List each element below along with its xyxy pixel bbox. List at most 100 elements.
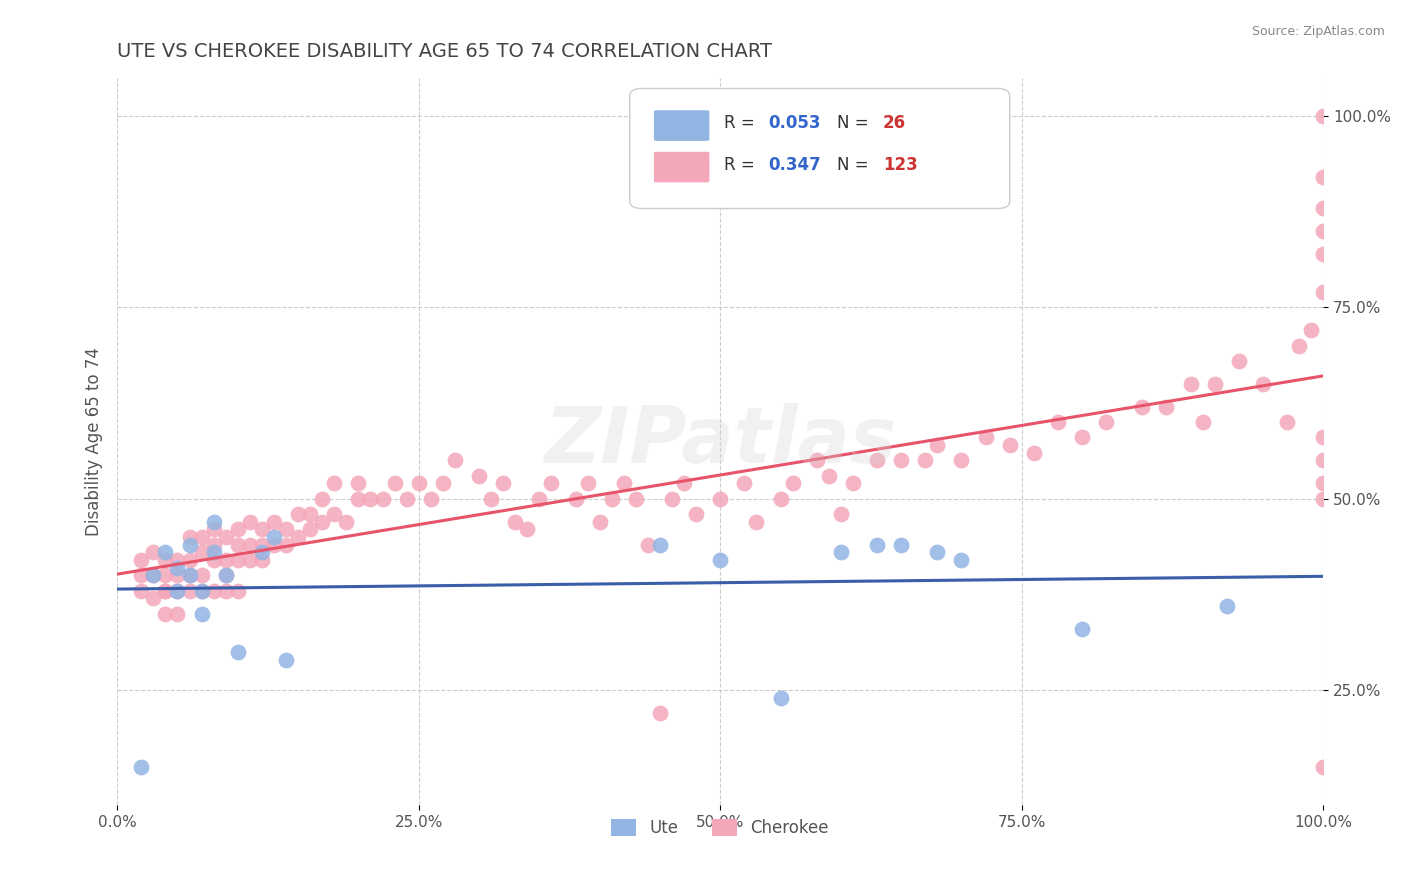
Point: [673, 476, 696, 491]
Point: [1312, 224, 1334, 238]
Point: [274, 538, 297, 552]
Point: [588, 515, 610, 529]
Point: [1312, 430, 1334, 444]
Point: [479, 491, 502, 506]
Text: 0.053: 0.053: [769, 114, 821, 132]
Point: [600, 491, 623, 506]
Text: 0.347: 0.347: [769, 156, 821, 174]
Point: [817, 468, 839, 483]
Text: N =: N =: [837, 114, 875, 132]
Point: [250, 522, 273, 536]
Point: [769, 491, 792, 506]
FancyBboxPatch shape: [654, 111, 710, 141]
Point: [263, 538, 285, 552]
Point: [202, 515, 225, 529]
Point: [190, 530, 212, 544]
Point: [190, 583, 212, 598]
Point: [745, 515, 768, 529]
Point: [927, 545, 949, 559]
Point: [371, 491, 394, 506]
Point: [648, 538, 671, 552]
Point: [142, 545, 165, 559]
Point: [830, 507, 852, 521]
Point: [866, 538, 889, 552]
Point: [927, 438, 949, 452]
Point: [166, 560, 188, 574]
Point: [408, 476, 430, 491]
Point: [226, 583, 249, 598]
Point: [142, 568, 165, 582]
Point: [299, 522, 322, 536]
Point: [842, 476, 865, 491]
Point: [166, 553, 188, 567]
Point: [155, 583, 177, 598]
Point: [179, 568, 201, 582]
Point: [190, 607, 212, 621]
Point: [155, 568, 177, 582]
Point: [419, 491, 441, 506]
Point: [215, 568, 238, 582]
Point: [1301, 323, 1323, 337]
Point: [540, 476, 562, 491]
Point: [1312, 476, 1334, 491]
Point: [709, 553, 731, 567]
Point: [950, 453, 973, 467]
Point: [131, 553, 153, 567]
Point: [1312, 491, 1334, 506]
Point: [226, 645, 249, 659]
Point: [155, 583, 177, 598]
Point: [395, 491, 418, 506]
Point: [1204, 376, 1226, 391]
Point: [131, 568, 153, 582]
Point: [202, 553, 225, 567]
Point: [444, 453, 467, 467]
Point: [155, 607, 177, 621]
Point: [263, 515, 285, 529]
Point: [661, 491, 683, 506]
FancyBboxPatch shape: [654, 152, 710, 182]
Point: [1156, 400, 1178, 414]
Point: [1312, 285, 1334, 299]
Point: [226, 522, 249, 536]
Point: [890, 453, 912, 467]
Point: [1046, 415, 1069, 429]
Point: [142, 568, 165, 582]
Point: [468, 468, 491, 483]
Point: [974, 430, 997, 444]
Point: [709, 491, 731, 506]
Point: [1191, 415, 1213, 429]
Text: 123: 123: [883, 156, 918, 174]
Point: [239, 538, 262, 552]
Point: [179, 553, 201, 567]
Point: [179, 538, 201, 552]
Point: [215, 553, 238, 567]
Point: [287, 530, 309, 544]
Text: ZIPatlas: ZIPatlas: [544, 403, 897, 479]
Point: [613, 476, 636, 491]
Point: [202, 583, 225, 598]
Point: [1022, 446, 1045, 460]
Legend: Ute, Cherokee: Ute, Cherokee: [605, 813, 835, 844]
Point: [323, 507, 346, 521]
Point: [359, 491, 381, 506]
Point: [250, 545, 273, 559]
Point: [503, 515, 526, 529]
Point: [166, 583, 188, 598]
Point: [492, 476, 515, 491]
Point: [250, 553, 273, 567]
Text: R =: R =: [724, 114, 759, 132]
Point: [179, 583, 201, 598]
Text: N =: N =: [837, 156, 875, 174]
Point: [769, 690, 792, 705]
Point: [263, 530, 285, 544]
Text: 26: 26: [883, 114, 907, 132]
Point: [576, 476, 599, 491]
Point: [166, 583, 188, 598]
Point: [998, 438, 1021, 452]
Point: [311, 491, 333, 506]
Point: [131, 583, 153, 598]
Point: [1312, 170, 1334, 185]
Point: [1312, 453, 1334, 467]
Point: [637, 538, 659, 552]
Point: [311, 515, 333, 529]
